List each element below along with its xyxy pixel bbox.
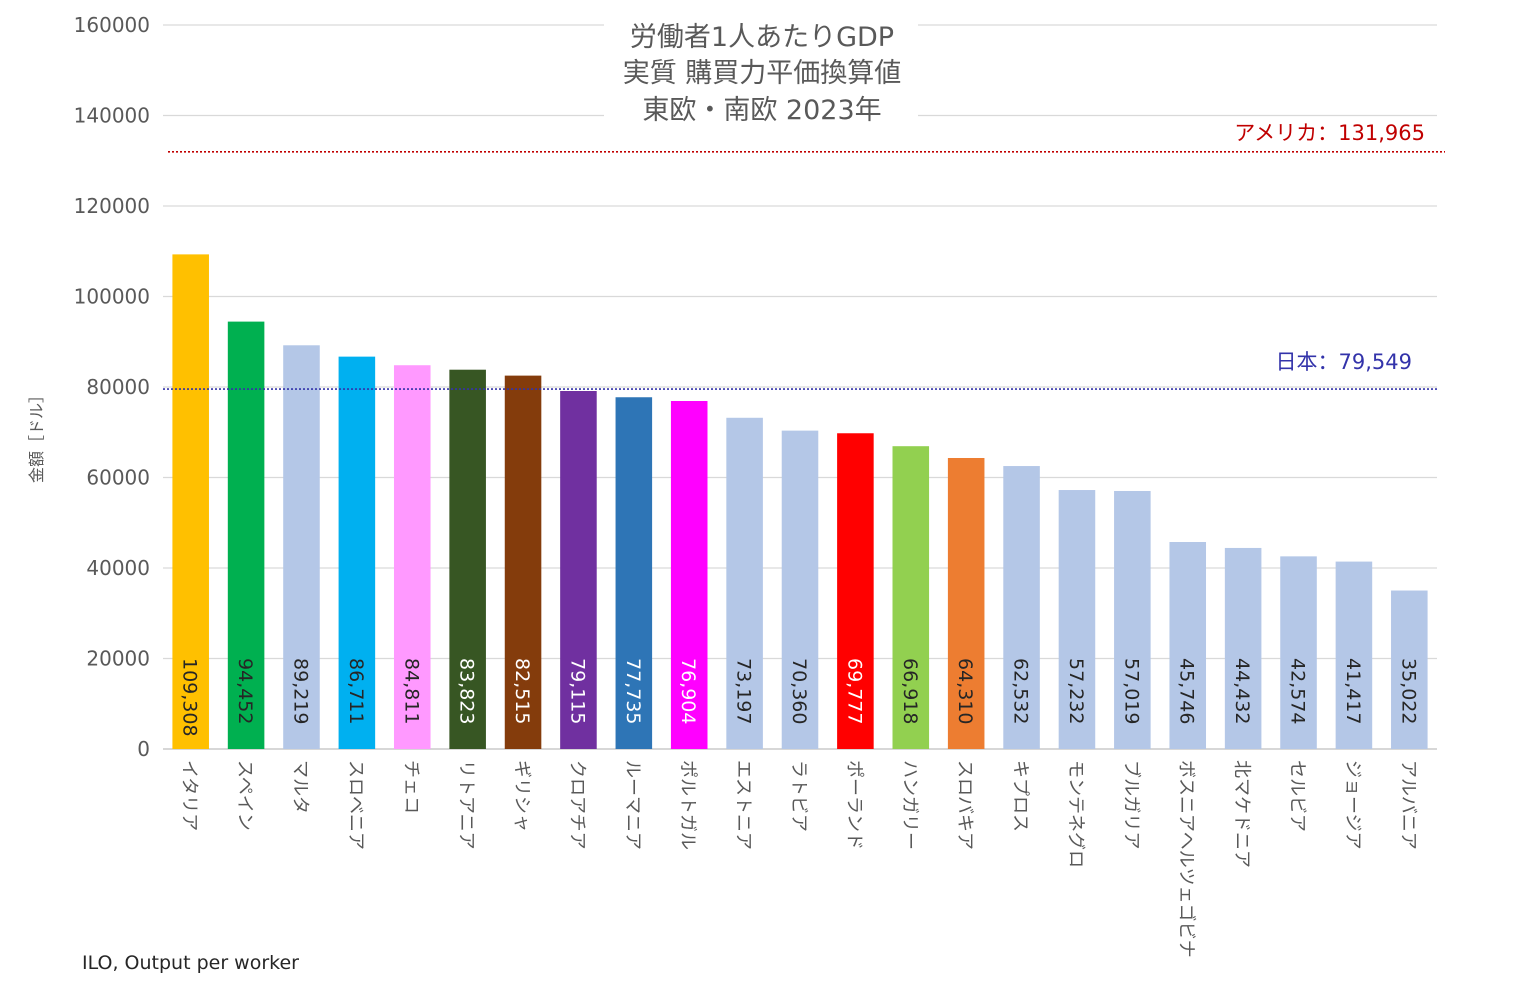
reference-line-label: アメリカ：131,965: [1234, 121, 1425, 145]
data-label: 79,115: [566, 658, 588, 724]
data-label: 44,432: [1231, 658, 1253, 724]
x-tick-label: エストニア: [733, 760, 754, 850]
bar: [393, 365, 431, 749]
data-label: 35,022: [1397, 658, 1419, 724]
data-label: 57,019: [1120, 658, 1142, 724]
bar: [1391, 590, 1428, 749]
x-tick-label: ギリシャ: [511, 760, 532, 832]
x-tick-label: チェコ: [400, 760, 421, 814]
data-label: 76,904: [677, 658, 699, 724]
y-tick-label: 20000: [86, 647, 150, 671]
data-label: 57,232: [1065, 658, 1087, 724]
x-tick-label: キプロス: [1010, 760, 1031, 832]
bar: [227, 321, 265, 749]
bar: [1003, 466, 1040, 749]
data-label: 73,197: [733, 658, 755, 724]
bar: [283, 345, 320, 749]
data-label: 41,417: [1342, 658, 1364, 724]
data-label: 77,735: [622, 658, 644, 724]
reference-line-label: 日本：79,549: [1276, 350, 1412, 374]
x-tick-label: スロベニア: [345, 760, 366, 850]
x-tick-label: リトアニア: [456, 760, 477, 850]
y-axis-label: 金額［ドル］: [27, 387, 46, 483]
x-tick-label: マルタ: [289, 760, 310, 814]
bar: [1280, 556, 1317, 749]
x-tick-label: ハンガリー: [899, 760, 920, 850]
y-tick-label: 60000: [86, 466, 150, 490]
data-label: 42,574: [1287, 658, 1309, 724]
x-tick-label: セルビア: [1287, 760, 1308, 832]
x-tick-label: 北マケドニア: [1231, 760, 1252, 868]
y-tick-label: 140000: [74, 104, 150, 128]
x-tick-label: ジョージア: [1342, 760, 1363, 850]
x-tick-label: スロバキア: [954, 760, 975, 850]
bar: [504, 375, 542, 749]
x-tick-label: モンテネグロ: [1065, 760, 1086, 868]
x-tick-label: イタリア: [179, 760, 200, 831]
data-label: 62,532: [1010, 658, 1032, 724]
bar: [837, 433, 874, 749]
data-label: 66,918: [899, 658, 921, 724]
bar: [670, 401, 708, 749]
bar: [1169, 541, 1207, 749]
x-tick-label: ボスニアヘルツェゴビナ: [1176, 760, 1197, 958]
data-label: 70,360: [788, 658, 810, 724]
y-tick-label: 100000: [74, 285, 150, 309]
bar: [338, 356, 376, 749]
title-line: 労働者1人あたりGDP: [630, 22, 894, 53]
bar: [1224, 547, 1262, 749]
bar: [1335, 561, 1373, 749]
bar: [1058, 490, 1096, 749]
x-tick-label: ポーランド: [843, 760, 864, 850]
title-line: 東欧・南欧 2023年: [642, 95, 881, 126]
bar: [615, 397, 653, 749]
x-tick-label: アルバニア: [1397, 760, 1418, 850]
title-line: 実質 購買力平価換算値: [623, 58, 902, 89]
data-label: 109,308: [179, 658, 201, 737]
title-background: [604, 16, 918, 130]
x-tick-label: スペイン: [234, 760, 255, 831]
bar: [449, 369, 486, 749]
x-tick-label: ブルガリア: [1120, 760, 1142, 849]
reference-lines: アメリカ：131,965 日本：79,549: [163, 121, 1445, 390]
y-tick-label: 0: [137, 737, 150, 761]
bar: [1114, 490, 1151, 749]
data-label: 84,811: [400, 658, 422, 724]
data-label: 82,515: [511, 658, 533, 724]
data-label: 89,219: [289, 658, 311, 724]
x-axis-labels: イタリア スペイン マルタ スロベニア チェコ リトアニア ギリシャ クロアチア ルーマニア ポル…: [179, 760, 1419, 958]
data-label: 83,823: [456, 658, 478, 724]
source-note: ILO, Output per worker: [82, 952, 299, 974]
bar: [172, 254, 209, 750]
bars: 109,308 94,452 89,219 86,711 84,811 83,823 82,…: [172, 254, 1428, 750]
y-tick-label: 160000: [74, 13, 150, 37]
y-axis-ticks: 0 20000 40000 60000 80000 100000 120000 140000 1…: [74, 13, 150, 761]
data-label: 45,746: [1176, 658, 1198, 724]
x-tick-label: ポルトガル: [677, 760, 698, 850]
data-label: 64,310: [954, 658, 976, 724]
y-tick-label: 40000: [86, 556, 150, 580]
data-label: 94,452: [234, 658, 256, 724]
data-label: 86,711: [345, 658, 367, 724]
bar: [781, 430, 819, 749]
bar: [892, 446, 930, 749]
y-tick-label: 120000: [74, 194, 150, 218]
bar: [947, 457, 985, 749]
data-label: 69,777: [843, 658, 865, 724]
x-tick-label: ラトビア: [788, 760, 809, 832]
x-tick-label: クロアチア: [566, 760, 587, 850]
x-tick-label: ルーマニア: [622, 760, 643, 850]
y-tick-label: 80000: [86, 375, 150, 399]
bar: [560, 391, 597, 749]
bar: [726, 417, 763, 749]
